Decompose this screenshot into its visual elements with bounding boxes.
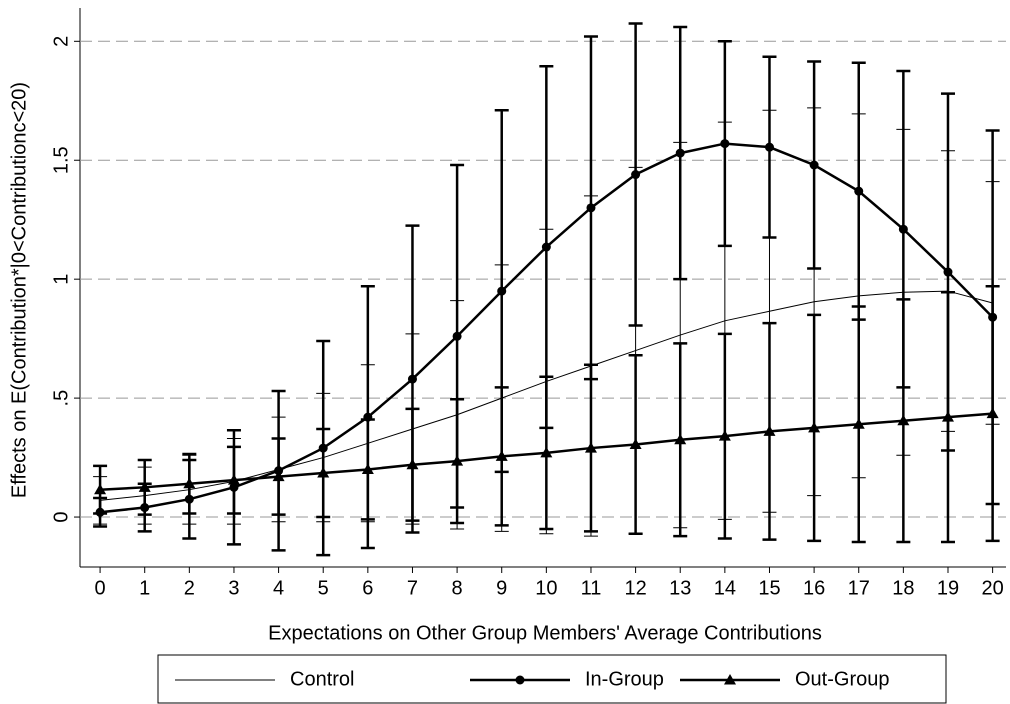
data-point	[317, 467, 330, 478]
data-point	[138, 481, 151, 492]
x-tick-label: 6	[362, 577, 373, 599]
data-point	[452, 331, 462, 341]
data-point	[497, 286, 507, 296]
data-point	[763, 425, 776, 436]
data-point	[941, 411, 954, 422]
x-tick-label: 4	[273, 577, 284, 599]
legend-label: In-Group	[585, 668, 664, 690]
data-point	[629, 438, 642, 449]
legend-label: Control	[290, 668, 354, 690]
data-point	[675, 148, 685, 158]
x-tick-label: 11	[581, 577, 602, 599]
x-tick-label: 20	[981, 577, 1003, 599]
x-tick-label: 19	[937, 577, 959, 599]
data-point	[764, 142, 774, 152]
x-tick-label: 1	[139, 577, 150, 599]
y-axis-label: Effects on E(Contribution*|0<Contributio…	[8, 82, 30, 498]
x-tick-label: 2	[184, 577, 195, 599]
x-tick-label: 16	[803, 577, 825, 599]
data-point	[451, 455, 464, 466]
y-tick-label: .5	[50, 390, 72, 407]
data-point	[586, 203, 596, 213]
y-tick-label: 0	[50, 511, 72, 522]
x-tick-label: 0	[95, 577, 106, 599]
legend-marker	[515, 675, 525, 685]
data-point	[541, 242, 551, 252]
data-point	[720, 139, 730, 149]
x-tick-label: 17	[848, 577, 870, 599]
data-point	[584, 442, 597, 453]
data-point	[852, 418, 865, 429]
x-tick-label: 7	[407, 577, 418, 599]
data-point	[540, 446, 553, 458]
data-point	[407, 374, 417, 384]
data-point	[898, 224, 908, 234]
data-point	[897, 414, 910, 426]
x-tick-label: 15	[758, 577, 780, 599]
x-tick-label: 9	[496, 577, 507, 599]
x-tick-label: 12	[624, 577, 646, 599]
legend-label: Out-Group	[795, 668, 889, 690]
data-point	[631, 170, 641, 180]
data-point	[227, 474, 240, 485]
data-point	[495, 450, 508, 461]
data-point	[718, 430, 731, 441]
x-tick-label: 14	[714, 577, 736, 599]
data-point	[986, 407, 999, 419]
data-point	[94, 483, 107, 495]
y-tick-label: 1.5	[50, 146, 72, 174]
x-tick-label: 3	[228, 577, 239, 599]
legend-box	[157, 654, 947, 704]
y-tick-label: 2	[50, 36, 72, 47]
data-point	[361, 463, 374, 474]
data-point	[272, 470, 285, 482]
data-point	[183, 477, 196, 489]
data-point	[674, 433, 687, 445]
data-point	[854, 186, 864, 196]
data-point	[809, 160, 819, 170]
x-axis-label: Expectations on Other Group Members' Ave…	[268, 622, 822, 644]
x-tick-label: 8	[452, 577, 463, 599]
legend-marker	[724, 674, 736, 685]
data-point	[943, 267, 953, 277]
data-point	[808, 421, 821, 433]
x-tick-label: 5	[318, 577, 329, 599]
x-tick-label: 10	[535, 577, 557, 599]
data-point	[406, 458, 419, 470]
y-tick-label: 1	[50, 274, 72, 285]
x-tick-label: 13	[669, 577, 691, 599]
x-tick-label: 18	[892, 577, 914, 599]
